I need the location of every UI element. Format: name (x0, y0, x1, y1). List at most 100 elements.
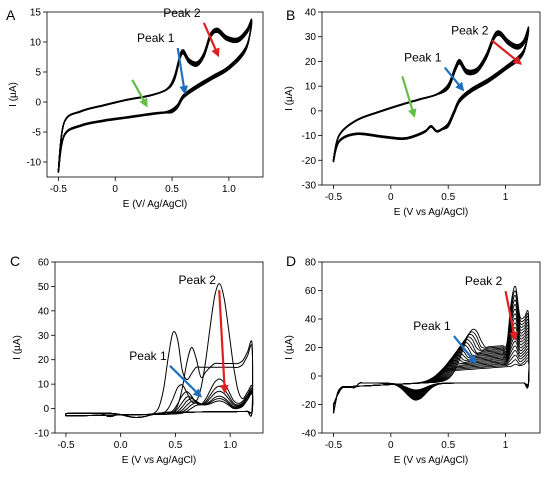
annotation-arrow (504, 290, 519, 341)
x-tick-label: -0.5 (57, 440, 75, 451)
y-tick-label: -10 (302, 131, 317, 142)
annotation-label: Peak 1 (413, 319, 451, 333)
cv-cycle-line (65, 392, 254, 419)
x-tick-label: 0.0 (114, 440, 128, 451)
y-tick-label: 30 (38, 331, 50, 342)
y-tick-label: -5 (32, 128, 41, 139)
x-axis-title: E (V vs Ag/AgCl) (394, 455, 468, 466)
y-tick-label: 15 (30, 8, 42, 19)
annotation-arrow (218, 290, 229, 394)
x-tick-label: 1 (503, 440, 509, 451)
cv-cycle-line (333, 360, 530, 414)
plot-frame (46, 11, 264, 178)
annotation-arrow (176, 47, 189, 95)
annotation-label: Peak 1 (404, 51, 442, 65)
y-tick-label: -20 (302, 156, 317, 167)
y-tick-label: 80 (305, 258, 317, 269)
y-tick-label: 0 (43, 404, 49, 415)
panel-letter: D (286, 253, 296, 269)
cv-cycle-line (333, 299, 530, 414)
x-tick-label: 0.5 (165, 184, 179, 195)
cv-cycle-line (332, 27, 530, 162)
y-tick-label: -30 (302, 181, 317, 192)
chart-panel-d: D -0.5 0 0.5 1 -40 -20 0 20 40 60 80 E (V vs Ag/AgCl… (284, 253, 541, 466)
plot-frame (54, 261, 264, 434)
y-tick-label: -20 (302, 400, 317, 411)
y-tick-label: 5 (35, 68, 41, 79)
x-tick-label: 0.5 (441, 440, 455, 451)
cv-cycle-line (332, 29, 530, 162)
cv-cycle-line (333, 331, 530, 414)
y-tick-label: 0 (310, 106, 316, 117)
annotation-arrow (453, 335, 477, 365)
cv-cycle-line (332, 26, 530, 163)
y-tick-label: 40 (305, 8, 317, 19)
y-tick-label: 60 (305, 286, 317, 297)
annotation-label: Peak 2 (465, 274, 503, 288)
curves (333, 285, 530, 414)
x-tick-label: -0.5 (325, 440, 343, 451)
cv-cycle-line (333, 322, 530, 414)
y-tick-label: 20 (38, 355, 50, 366)
y-axis-title: I (µA) (284, 335, 295, 360)
annotation-label: Peak 1 (129, 349, 167, 363)
curves (332, 26, 530, 163)
x-tick-label: 0 (388, 440, 394, 451)
cv-cycle-line (332, 28, 530, 162)
annotation-label: Peak 2 (163, 6, 201, 20)
x-tick-label: 0.5 (168, 440, 182, 451)
annotation-arrow (169, 365, 203, 398)
y-axis-title: I (µA) (12, 335, 23, 360)
cv-cycle-line (57, 18, 253, 173)
annotation-arrow (443, 66, 465, 92)
y-tick-label: -10 (35, 429, 50, 440)
annotation-arrow (401, 75, 417, 118)
annotation-label: Peak 1 (137, 31, 175, 45)
y-tick-label: 60 (38, 258, 50, 269)
cv-cycle-line (333, 327, 530, 414)
annotation-label: Peak 2 (179, 273, 217, 287)
panel-letter: A (6, 7, 16, 23)
chart-panel-a: A -0.5 0 0.5 1.0 -10 -5 0 5 10 15 E (V/ Ag/AgCl) I (… (6, 6, 264, 210)
x-axis-title: E (V vs Ag/AgCl) (394, 207, 468, 218)
x-tick-label: -0.5 (50, 184, 68, 195)
x-tick-label: 1.0 (223, 440, 237, 451)
y-tick-label: 10 (38, 380, 50, 391)
x-tick-label: -0.5 (325, 192, 343, 203)
annotation-arrow (202, 22, 220, 58)
y-tick-label: -10 (27, 158, 42, 169)
annotation-arrow (491, 39, 523, 65)
x-axis-title: E (V/ Ag/AgCl) (123, 199, 187, 210)
chart-panel-b: B -0.5 0 0.5 1 -30 -20 -10 0 10 20 30 40 E (V vs Ag/A… (284, 7, 541, 218)
x-axis-title: E (V vs Ag/AgCl) (122, 455, 196, 466)
curves (57, 18, 253, 173)
y-tick-label: 20 (305, 343, 317, 354)
y-axis-title: I (µA) (284, 86, 295, 111)
y-axis-title: I (µA) (8, 82, 19, 107)
chart-panel-c: C -0.5 0.0 0.5 1.0 -10 0 10 20 30 40 50 60 E (V vs Ag… (10, 253, 264, 466)
y-tick-label: 0 (35, 98, 41, 109)
plot-frame (321, 11, 541, 186)
y-tick-label: 10 (305, 82, 317, 93)
x-tick-label: 1 (503, 192, 509, 203)
x-tick-label: 1.0 (222, 184, 236, 195)
y-tick-label: 0 (310, 372, 316, 383)
panel-letter: B (286, 7, 295, 23)
y-tick-label: 40 (38, 306, 50, 317)
y-tick-label: 20 (305, 57, 317, 68)
y-tick-label: 10 (30, 38, 42, 49)
y-tick-label: 50 (38, 282, 50, 293)
x-tick-label: 0 (112, 184, 118, 195)
y-tick-label: -40 (302, 429, 317, 440)
cv-cycle-line (57, 22, 253, 172)
cv-cycle-line (57, 22, 253, 172)
curves (65, 283, 254, 419)
y-tick-label: 30 (305, 32, 317, 43)
x-tick-label: 0 (388, 192, 394, 203)
y-tick-label: 40 (305, 315, 317, 326)
annotation-label: Peak 2 (451, 23, 489, 37)
panel-letter: C (10, 253, 20, 269)
annotation-arrow (131, 79, 148, 108)
x-tick-label: 0.5 (441, 192, 455, 203)
